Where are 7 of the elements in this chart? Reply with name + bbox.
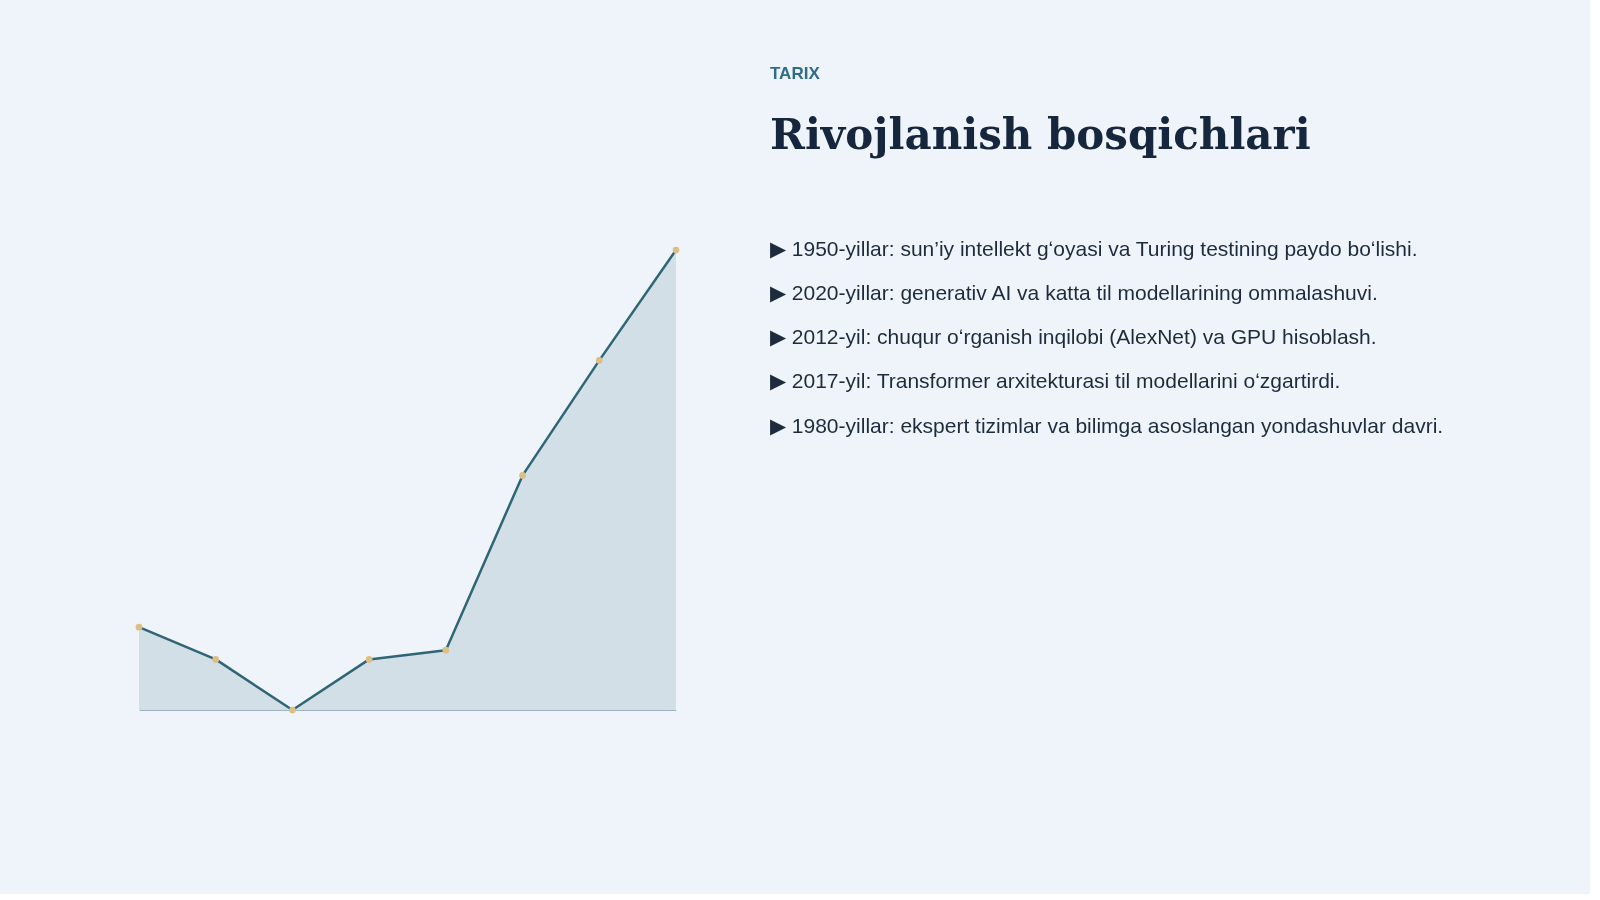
text: TARIX (770, 64, 821, 84)
text: ▶ 2020-yillar: generativ AI va katta til modellarining ommalashuvi. (770, 281, 1378, 305)
text: ▶ 2012-yil: chuqur oʻrganish inqilobi (AlexNet) va GPU hisoblash. (770, 325, 1377, 349)
text: Rivojlanish bosqichlari (770, 109, 1311, 159)
text: ▶ 1980-yillar: ekspert tizimlar va bilimga asoslangan yondashuvlar davri. (770, 413, 1444, 437)
text: ▶ 2017-yil: Transformer arxitekturasi til modellarini oʻzgartirdi. (770, 369, 1341, 393)
text: ▶ 1950-yillar: sun’iy intellekt gʻoyasi va Turing testining paydo boʻlishi. (770, 237, 1418, 260)
